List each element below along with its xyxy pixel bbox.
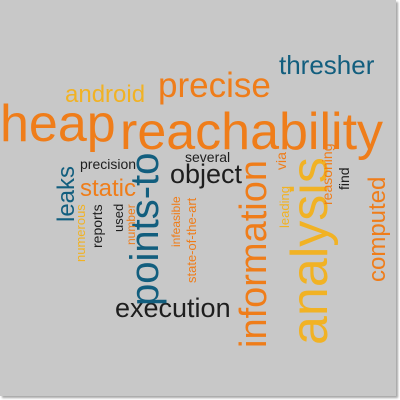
word-via: via (273, 152, 289, 170)
word-object: object (170, 159, 243, 189)
word-information: information (233, 160, 275, 348)
word-reachability: reachability (120, 103, 384, 161)
word-number: number (124, 204, 138, 245)
word-leading: leading (277, 186, 292, 228)
word-precision: precision (80, 156, 137, 172)
word-state-of-the-art: state-of-the-art (184, 197, 199, 283)
word-find: find (336, 167, 352, 190)
word-reports: reports (89, 204, 105, 248)
word-android: android (65, 81, 146, 108)
word-infeasible: infeasible (169, 196, 183, 247)
word-numerous: numerous (73, 204, 88, 262)
word-precise: precise (158, 66, 271, 105)
word-reasoning: reasoning (319, 143, 335, 206)
word-thresher: thresher (279, 50, 375, 80)
word-several: several (185, 149, 231, 165)
word-execution: execution (115, 293, 231, 323)
word-static: static (80, 175, 137, 202)
word-heap: heap (0, 95, 116, 153)
word-computed: computed (364, 176, 391, 282)
